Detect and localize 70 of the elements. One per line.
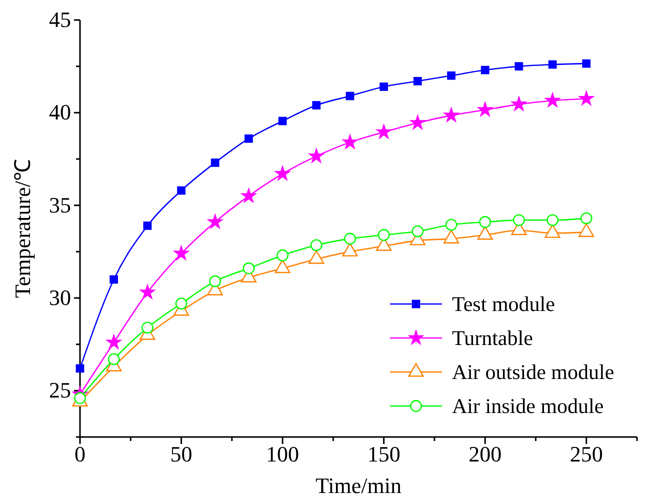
legend-label: Test module [452, 292, 555, 316]
y-tick-label: 35 [49, 192, 71, 218]
point [177, 186, 186, 195]
point [378, 229, 390, 241]
point [510, 95, 528, 112]
point [442, 106, 460, 123]
x-tick-label: 100 [266, 442, 300, 467]
point [141, 322, 154, 334]
point [143, 222, 152, 230]
point [342, 242, 358, 256]
point [344, 232, 356, 245]
point [544, 224, 560, 238]
point [274, 259, 290, 274]
point [312, 101, 321, 110]
point [512, 214, 525, 226]
point [308, 147, 325, 164]
y-axis-title: Temperature/℃ [10, 159, 35, 298]
y-tick-label: 40 [49, 100, 71, 125]
legend-label: Air inside module [452, 394, 604, 418]
point [240, 187, 258, 204]
point [479, 216, 492, 228]
point [476, 100, 494, 118]
point [413, 76, 422, 86]
legend-label: Air outside module [452, 360, 614, 384]
point [580, 212, 592, 224]
legend-label: Turntable [452, 326, 533, 350]
point [346, 92, 354, 100]
point [582, 59, 591, 68]
point [544, 92, 562, 108]
point [206, 213, 224, 230]
point [514, 62, 524, 71]
point [445, 218, 458, 231]
point [380, 82, 388, 91]
point [110, 275, 118, 284]
point [310, 239, 322, 252]
x-tick-label: 0 [74, 442, 86, 467]
point [480, 66, 490, 74]
x-tick-label: 200 [468, 442, 502, 467]
point [443, 230, 460, 244]
point [548, 60, 557, 69]
point [375, 123, 392, 140]
point [578, 223, 594, 237]
point [578, 90, 595, 106]
point [274, 164, 292, 182]
point [242, 262, 255, 274]
point [108, 353, 120, 366]
point [172, 244, 190, 261]
point [447, 71, 456, 80]
point [409, 114, 426, 130]
y-tick-label: 30 [49, 285, 71, 310]
point [244, 134, 253, 143]
point [308, 250, 324, 264]
point [276, 249, 288, 262]
point [175, 298, 188, 310]
point [477, 226, 493, 240]
y-tick-label: 25 [49, 378, 71, 403]
point [138, 283, 156, 300]
x-tick-label: 150 [367, 442, 400, 467]
point [76, 364, 84, 373]
x-tick-label: 250 [570, 442, 603, 467]
x-axis-title: Time/min [316, 473, 402, 498]
point [278, 116, 287, 126]
point [210, 158, 220, 167]
x-tick-label: 50 [170, 442, 192, 467]
point [341, 133, 359, 150]
point [412, 225, 424, 238]
point [105, 334, 122, 350]
point [546, 214, 558, 226]
y-tick-label: 45 [49, 7, 71, 32]
point [209, 275, 222, 288]
